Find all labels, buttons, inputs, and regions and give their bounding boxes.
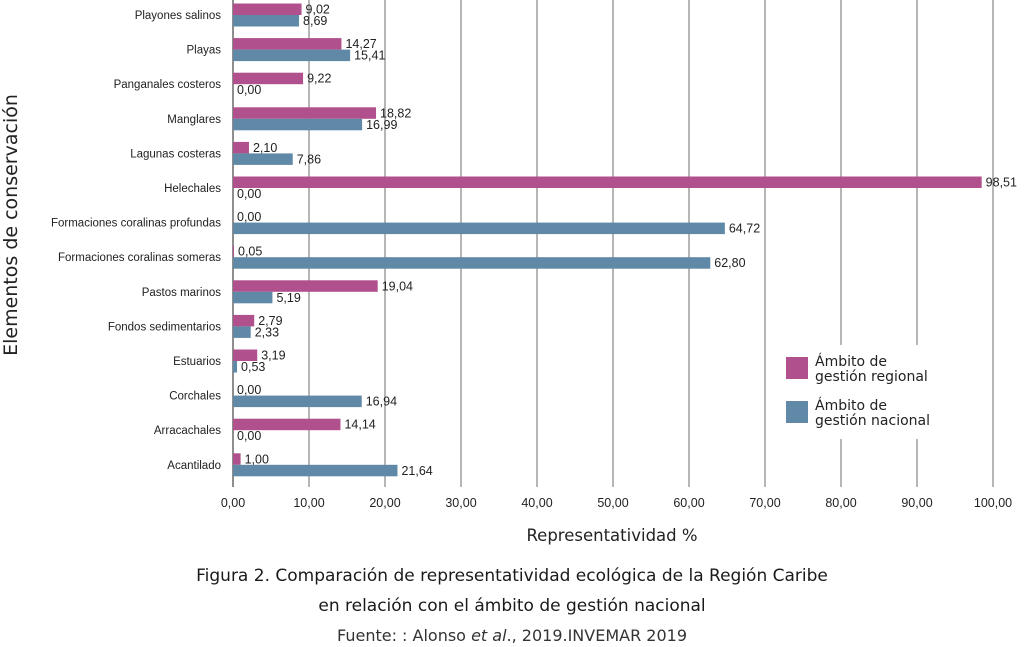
bar (233, 245, 234, 258)
bar (233, 49, 351, 62)
category-label: Playas (186, 45, 221, 57)
x-tick-label: 10,00 (293, 496, 324, 510)
bar (233, 464, 398, 477)
category-label: Manglares (167, 114, 221, 126)
data-label: 18,82 (380, 106, 411, 120)
category-label: Estuarios (173, 356, 221, 368)
bar (233, 326, 251, 338)
data-label: 21,64 (401, 464, 432, 478)
data-label: 98,51 (986, 176, 1017, 190)
bar (233, 349, 258, 361)
legend-label: gestión nacional (815, 413, 930, 429)
category-label: Formaciones coralinas profundas (51, 218, 221, 230)
bar (233, 361, 238, 373)
bar (233, 418, 341, 431)
data-label: 14,14 (344, 418, 375, 432)
x-tick-label: 0,00 (221, 496, 245, 510)
y-axis-title: Elementos de conservación (0, 94, 22, 356)
x-axis-title: Representatividad % (526, 526, 697, 545)
legend-swatch (786, 357, 808, 379)
figure-source: Fuente: : Alonso et al., 2019.INVEMAR 20… (0, 626, 1024, 645)
category-label: Arracachales (154, 425, 221, 437)
bar-chart: 0,00 10,00 20,00 30,00 40,00 50,00 60,00 70,00 8… (0, 0, 1017, 545)
source-em: et al (471, 626, 507, 645)
legend-label: Ámbito de (815, 397, 887, 414)
x-tick-label: 90,00 (901, 496, 932, 510)
data-label: 19,04 (382, 279, 413, 293)
bar (233, 107, 377, 119)
data-label: 0,00 (237, 187, 261, 201)
data-label: 2,33 (255, 325, 279, 339)
legend-box (783, 345, 943, 439)
bar (233, 291, 273, 304)
category-label: Formaciones coralinas someras (58, 252, 221, 264)
bar (233, 176, 982, 188)
data-label: 3,19 (261, 349, 285, 363)
category-label: Lagunas costeras (130, 148, 221, 160)
bar (233, 38, 342, 50)
bar (233, 153, 293, 165)
data-label: 0,00 (237, 210, 261, 224)
data-label: 62,80 (714, 256, 745, 270)
data-label: 0,00 (237, 83, 261, 97)
data-label: 64,72 (729, 222, 760, 236)
category-label: Acantilado (167, 460, 221, 472)
data-label: 0,05 (238, 245, 262, 259)
data-label: 0,53 (241, 360, 265, 374)
category-label: Playones salinos (135, 10, 222, 22)
data-label: 2,79 (258, 314, 282, 328)
bar (233, 395, 362, 408)
x-tick-label: 100,00 (974, 496, 1012, 510)
bar (233, 72, 304, 85)
data-label: 0,00 (237, 429, 261, 443)
bar (233, 280, 378, 292)
bar (233, 15, 300, 27)
bar (233, 141, 249, 154)
category-label: Panganales costeros (114, 79, 222, 91)
x-tick-label: 20,00 (369, 496, 400, 510)
data-label: 9,22 (307, 72, 331, 86)
data-label: 2,10 (253, 141, 277, 155)
legend-label: Ámbito de (815, 353, 887, 370)
bar (233, 118, 363, 131)
category-label: Corchales (169, 391, 221, 403)
figure-caption-line2: en relación con el ámbito de gestión nac… (318, 596, 706, 616)
category-label: Fondos sedimentarios (108, 321, 221, 333)
category-label: Pastos marinos (142, 287, 222, 299)
data-label: 15,41 (354, 49, 385, 63)
legend-swatch (786, 401, 808, 423)
category-label: Helechales (164, 183, 221, 195)
x-tick-label: 50,00 (597, 496, 628, 510)
bar (233, 3, 302, 15)
data-label: 14,27 (345, 37, 376, 51)
data-label: 16,99 (366, 118, 397, 132)
legend-label: gestión regional (815, 369, 928, 385)
bar (233, 257, 711, 269)
x-tick-label: 80,00 (825, 496, 856, 510)
bar (233, 222, 725, 235)
x-tick-label: 60,00 (673, 496, 704, 510)
data-label: 9,02 (306, 3, 330, 17)
bar (233, 314, 255, 327)
figure-caption-line1: Figura 2. Comparación de representativid… (196, 566, 828, 586)
data-label: 8,69 (303, 14, 327, 28)
x-tick-label: 40,00 (521, 496, 552, 510)
data-label: 1,00 (245, 452, 269, 466)
source-prefix: Fuente: : Alonso (337, 626, 472, 645)
data-label: 7,86 (297, 152, 321, 166)
bar (233, 453, 241, 465)
data-label: 0,00 (237, 383, 261, 397)
x-tick-label: 30,00 (445, 496, 476, 510)
x-tick-label: 70,00 (749, 496, 780, 510)
data-label: 16,94 (366, 395, 397, 409)
data-label: 5,19 (276, 291, 300, 305)
source-suffix: ., 2019.INVEMAR 2019 (506, 626, 687, 645)
